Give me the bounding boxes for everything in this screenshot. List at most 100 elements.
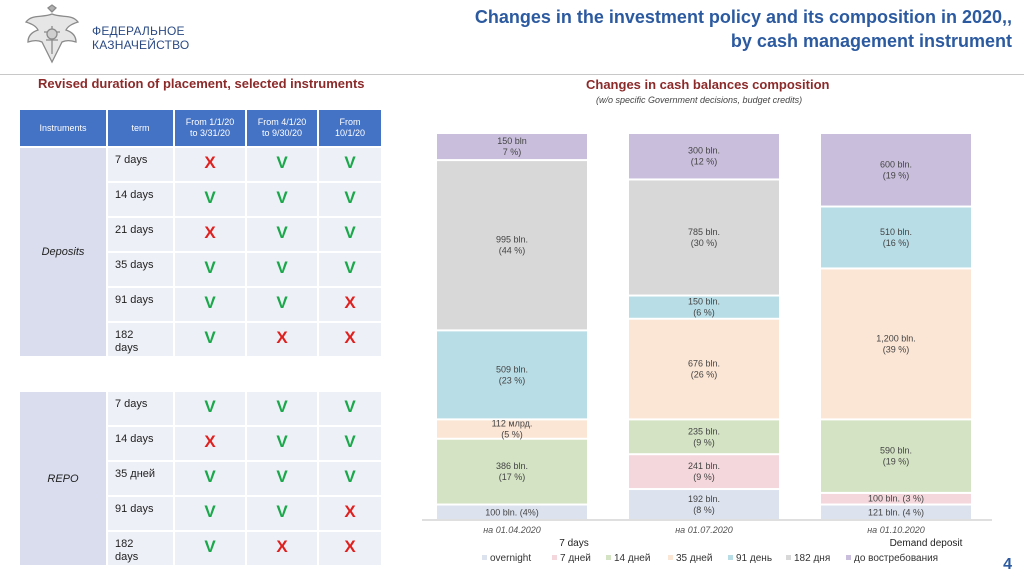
bar-segment: [437, 420, 587, 438]
data-label: 386 bln. (17 %): [496, 461, 528, 482]
legend-swatch: [482, 555, 487, 560]
table-row-term: 35 days: [108, 253, 173, 286]
bar-segment: [821, 420, 971, 492]
treasury-eagle-logo-icon: [24, 4, 80, 64]
table-row-term: 14 days: [108, 183, 173, 216]
page-title-line1: Changes in the investment policy and its…: [474, 7, 1012, 27]
bar-segment: [821, 207, 971, 268]
bar-segment: [821, 134, 971, 206]
bar-segment: [629, 180, 779, 295]
check-v-mark: V: [319, 392, 381, 425]
chart-subtitle: (w/o specific Government decisions, budg…: [596, 95, 803, 105]
cash-balances-stacked-chart: 100 bln. (4%) 386 bln. (17 %) 112 млрд. (5 %…: [422, 134, 992, 564]
data-label: 1,200 bln. (39 %): [876, 333, 916, 354]
check-v-mark: V: [247, 253, 317, 286]
bar-segment: [629, 134, 779, 179]
category-tick-label: на 01.07.2020: [675, 525, 733, 535]
check-v-mark: V: [175, 183, 245, 216]
bar-segment: [437, 161, 587, 330]
legend-entry: 35 дней: [676, 553, 712, 564]
data-label: 100 bln. (4%): [485, 507, 539, 517]
check-v-mark: V: [319, 183, 381, 216]
table-row-term: 21 days: [108, 218, 173, 251]
check-v-mark: V: [247, 392, 317, 425]
legend-entry: до востребования: [854, 552, 938, 564]
bar-segment: [437, 331, 587, 419]
legend-swatch: [728, 555, 733, 560]
cross-x-mark: X: [319, 497, 381, 530]
bar-segment: [437, 134, 587, 160]
legend-entry: 182 дня: [794, 553, 830, 564]
cross-x-mark: X: [319, 288, 381, 321]
page-number: 4: [1003, 556, 1012, 573]
bar-segment: [629, 319, 779, 419]
table-row-term: 91 days: [108, 288, 173, 321]
category-tick-label: на 01.10.2020: [867, 525, 925, 535]
left-panel-title: Revised duration of placement, selected …: [38, 76, 365, 91]
group-label-deposits: Deposits: [20, 148, 106, 356]
legend-swatch: [606, 555, 611, 560]
data-label: 235 bln. (9 %): [688, 426, 720, 447]
data-label: 112 млрд. (5 %): [492, 419, 533, 440]
table-row-term: 91 days: [108, 497, 173, 530]
check-v-mark: V: [175, 253, 245, 286]
bar-segment: [437, 505, 587, 519]
table-row-term: 14 days: [108, 427, 173, 460]
data-label: 150 bln 7 %): [497, 136, 527, 157]
data-label: 509 bln. (23 %): [496, 364, 528, 385]
legend-swatch: [786, 555, 791, 560]
category-tick-label: на 01.04.2020: [483, 525, 541, 535]
check-v-mark: V: [319, 427, 381, 460]
check-v-mark: V: [175, 323, 245, 356]
annotation-demand-deposit: Demand deposit: [890, 538, 963, 549]
cross-x-mark: X: [175, 427, 245, 460]
chart-title: Changes in cash balances composition: [586, 77, 830, 92]
check-v-mark: V: [247, 462, 317, 495]
table-header-1: term: [108, 110, 173, 146]
table-row-term: 35 дней: [108, 462, 173, 495]
data-label: 100 bln. (3 %): [868, 494, 924, 504]
page-title-line2: by cash management instrument: [730, 31, 1012, 51]
cross-x-mark: X: [319, 532, 381, 565]
legend-swatch: [846, 555, 851, 560]
cross-x-mark: X: [247, 532, 317, 565]
table-header-0: Instruments: [20, 110, 106, 146]
check-v-mark: V: [175, 497, 245, 530]
bar-segment: [821, 269, 971, 419]
legend-entry: 7 дней: [560, 553, 591, 564]
cross-x-mark: X: [319, 323, 381, 356]
check-v-mark: V: [247, 148, 317, 181]
annotation-7-days: 7 days: [559, 538, 588, 549]
legend-swatch: [552, 555, 557, 560]
data-label: 121 bln. (4 %): [868, 507, 924, 517]
check-v-mark: V: [247, 288, 317, 321]
cross-x-mark: X: [175, 148, 245, 181]
bar-segment: [821, 493, 971, 504]
check-v-mark: V: [247, 427, 317, 460]
bar-segment: [629, 296, 779, 318]
check-v-mark: V: [247, 497, 317, 530]
data-label: 241 bln. (9 %): [688, 461, 720, 482]
table-row-term: 7 days: [108, 392, 173, 425]
table-header-4: From 10/1/20: [319, 110, 381, 146]
data-label: 995 bln. (44 %): [496, 235, 528, 256]
check-v-mark: V: [247, 183, 317, 216]
cross-x-mark: X: [247, 323, 317, 356]
header-divider: [0, 74, 1024, 75]
table-header-2: From 1/1/20 to 3/31/20: [175, 110, 245, 146]
check-v-mark: V: [175, 288, 245, 321]
table-header-3: From 4/1/20 to 9/30/20: [247, 110, 317, 146]
group-label-repo: REPO: [20, 392, 106, 565]
data-label: 192 bln. (8 %): [688, 494, 720, 515]
org-name-line2: КАЗНАЧЕЙСТВО: [92, 38, 190, 52]
check-v-mark: V: [175, 532, 245, 565]
table-row-term: 182 days: [108, 323, 173, 356]
bar-segment: [629, 490, 779, 519]
data-label: 590 bln. (19 %): [880, 446, 912, 467]
legend-swatch: [668, 555, 673, 560]
cross-x-mark: X: [175, 218, 245, 251]
bar-segment: [629, 455, 779, 489]
legend-entry: overnight: [490, 553, 531, 564]
data-label: 785 bln. (30 %): [688, 227, 720, 248]
check-v-mark: V: [319, 253, 381, 286]
